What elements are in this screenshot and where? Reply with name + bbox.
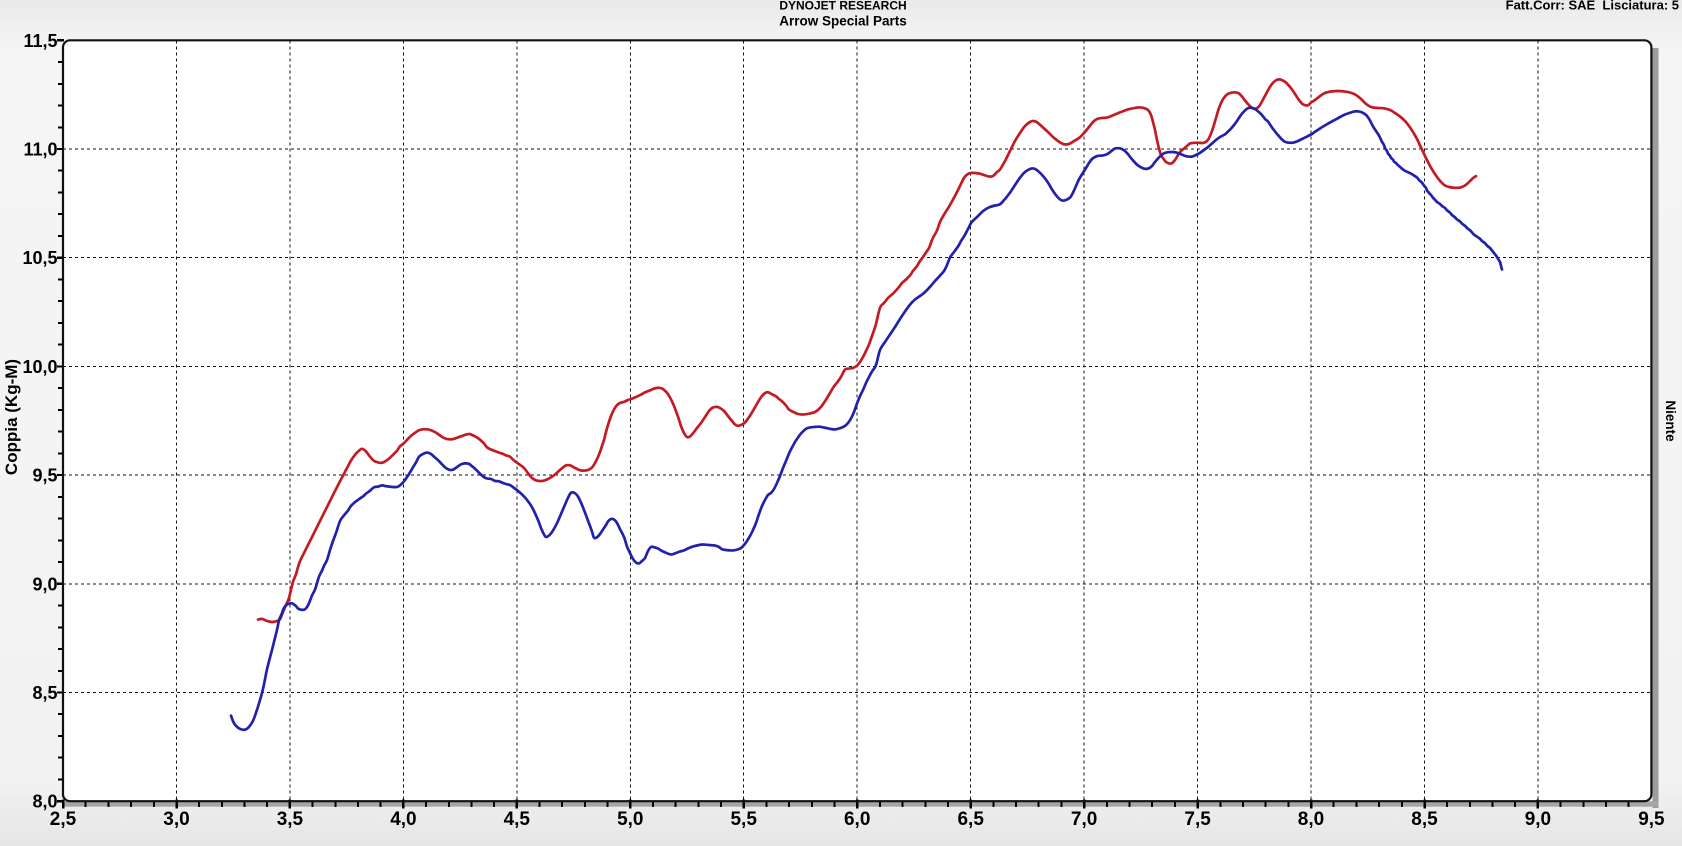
- svg-text:8,5: 8,5: [32, 683, 57, 703]
- svg-text:Fatt.Corr: SAE Lisciatura: 5: Fatt.Corr: SAE Lisciatura: 5: [1506, 0, 1679, 13]
- svg-text:10,5: 10,5: [22, 248, 57, 268]
- svg-text:4,0: 4,0: [390, 809, 416, 830]
- svg-text:2,5: 2,5: [50, 809, 77, 830]
- svg-text:Arrow Special Parts: Arrow Special Parts: [779, 14, 907, 29]
- svg-text:10,0: 10,0: [22, 357, 57, 377]
- svg-text:8,0: 8,0: [1298, 809, 1324, 830]
- svg-text:5,0: 5,0: [617, 809, 643, 830]
- svg-text:4,5: 4,5: [504, 809, 531, 830]
- svg-text:11,5: 11,5: [23, 31, 57, 51]
- svg-text:3,0: 3,0: [163, 809, 189, 830]
- svg-text:9,5: 9,5: [32, 466, 57, 486]
- svg-text:Coppia (Kg-M): Coppia (Kg-M): [2, 359, 21, 475]
- svg-text:Niente: Niente: [1663, 400, 1678, 442]
- svg-text:9,5: 9,5: [1638, 809, 1665, 830]
- svg-text:7,0: 7,0: [1071, 809, 1097, 830]
- svg-text:6,5: 6,5: [957, 809, 984, 830]
- svg-text:9,0: 9,0: [1525, 809, 1551, 830]
- svg-text:DYNOJET RESEARCH: DYNOJET RESEARCH: [779, 0, 906, 13]
- svg-text:11,0: 11,0: [23, 140, 57, 160]
- svg-text:8,0: 8,0: [32, 792, 57, 812]
- svg-text:3,5: 3,5: [277, 809, 304, 830]
- svg-text:7,5: 7,5: [1184, 809, 1211, 830]
- svg-text:9,0: 9,0: [32, 574, 57, 594]
- svg-text:6,0: 6,0: [844, 809, 870, 830]
- svg-text:8,5: 8,5: [1411, 809, 1438, 830]
- svg-text:5,5: 5,5: [730, 809, 757, 830]
